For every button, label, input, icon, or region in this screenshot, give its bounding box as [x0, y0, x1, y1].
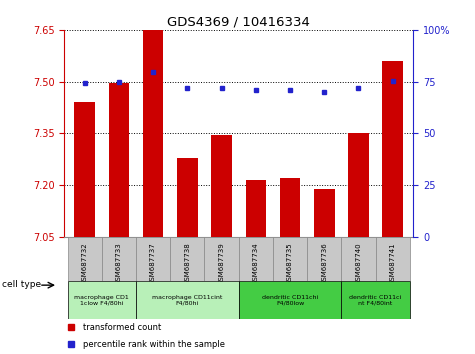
Bar — [307, 237, 342, 281]
Bar — [246, 180, 266, 237]
Bar — [204, 237, 238, 281]
Text: GSM687740: GSM687740 — [355, 242, 361, 285]
Bar — [211, 135, 232, 237]
Text: GSM687732: GSM687732 — [82, 242, 88, 285]
Bar — [239, 237, 273, 281]
Text: GSM687737: GSM687737 — [150, 242, 156, 285]
Text: GSM687736: GSM687736 — [321, 242, 327, 285]
Bar — [314, 189, 334, 237]
Bar — [102, 237, 136, 281]
Text: GSM687735: GSM687735 — [287, 242, 293, 285]
Bar — [143, 28, 163, 237]
Bar — [67, 237, 102, 281]
Text: macrophage CD11cint
F4/80hi: macrophage CD11cint F4/80hi — [152, 295, 222, 306]
Bar — [136, 237, 170, 281]
Text: GSM687738: GSM687738 — [184, 242, 190, 285]
Bar — [109, 83, 129, 237]
Bar — [342, 281, 410, 319]
Bar — [273, 237, 307, 281]
Text: dendritic CD11chi
F4/80low: dendritic CD11chi F4/80low — [262, 295, 318, 306]
Bar — [177, 158, 198, 237]
Bar — [280, 177, 300, 237]
Bar — [75, 102, 95, 237]
Bar — [67, 281, 136, 319]
Text: transformed count: transformed count — [83, 323, 162, 332]
Text: dendritic CD11ci
nt F4/80int: dendritic CD11ci nt F4/80int — [350, 295, 402, 306]
Bar — [376, 237, 410, 281]
Text: GSM687741: GSM687741 — [390, 242, 396, 285]
Bar — [136, 281, 238, 319]
Bar — [348, 133, 369, 237]
Text: macrophage CD1
1clow F4/80hi: macrophage CD1 1clow F4/80hi — [75, 295, 129, 306]
Text: GSM687739: GSM687739 — [218, 242, 225, 285]
Bar — [239, 281, 342, 319]
Text: cell type: cell type — [2, 280, 41, 290]
Bar — [170, 237, 204, 281]
Bar — [382, 61, 403, 237]
Text: percentile rank within the sample: percentile rank within the sample — [83, 340, 225, 349]
Bar — [342, 237, 376, 281]
Text: GSM687733: GSM687733 — [116, 242, 122, 285]
Text: GSM687734: GSM687734 — [253, 242, 259, 285]
Title: GDS4369 / 10416334: GDS4369 / 10416334 — [167, 16, 310, 29]
